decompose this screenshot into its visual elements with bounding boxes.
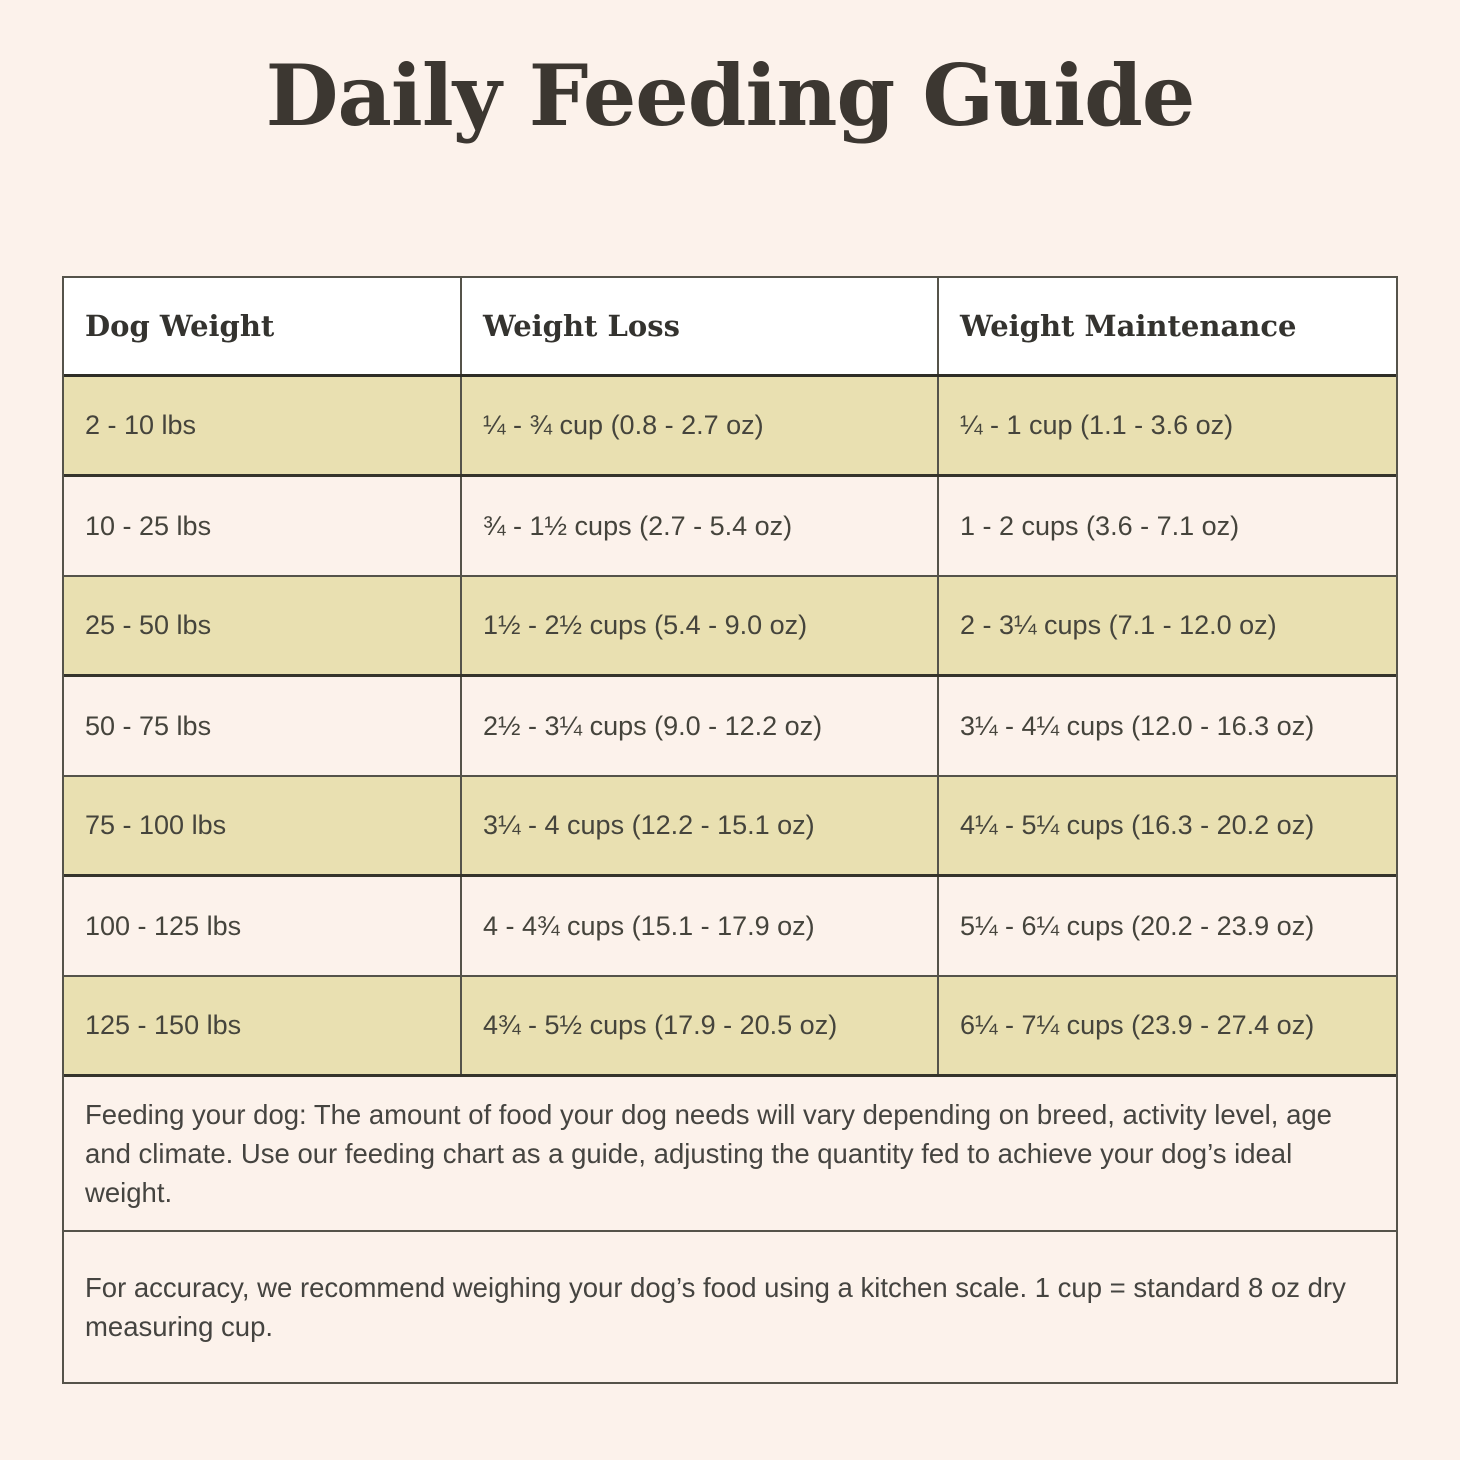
table-row: 100 - 125 lbs 4 - 4¾ cups (15.1 - 17.9 o… xyxy=(64,877,1396,977)
table-row: 25 - 50 lbs 1½ - 2½ cups (5.4 - 9.0 oz) … xyxy=(64,577,1396,677)
table-header-row: Dog Weight Weight Loss Weight Maintenanc… xyxy=(64,278,1396,377)
dog-weight-cell: 100 - 125 lbs xyxy=(64,877,462,975)
weight-loss-cell: ¾ - 1½ cups (2.7 - 5.4 oz) xyxy=(462,477,939,575)
table-row: 75 - 100 lbs 3¼ - 4 cups (12.2 - 15.1 oz… xyxy=(64,777,1396,877)
weight-loss-cell: 2½ - 3¼ cups (9.0 - 12.2 oz) xyxy=(462,677,939,775)
weight-maintenance-cell: 5¼ - 6¼ cups (20.2 - 23.9 oz) xyxy=(960,910,1315,941)
table-row: 10 - 25 lbs ¾ - 1½ cups (2.7 - 5.4 oz) 1… xyxy=(64,477,1396,577)
weight-maintenance-cell: 1 - 2 cups (3.6 - 7.1 oz) xyxy=(960,510,1240,541)
dog-weight-cell: 2 - 10 lbs xyxy=(64,377,462,474)
weight-maintenance-cell: 4¼ - 5¼ cups (16.3 - 20.2 oz) xyxy=(960,810,1315,840)
table-row: 125 - 150 lbs 4¾ - 5½ cups (17.9 - 20.5 … xyxy=(64,977,1396,1077)
weight-loss-cell: 3¼ - 4 cups (12.2 - 15.1 oz) xyxy=(462,777,939,874)
weight-maintenance-cell: ¼ - 1 cup (1.1 - 3.6 oz) xyxy=(960,410,1234,440)
accuracy-note-text: For accuracy, we recommend weighing your… xyxy=(85,1272,1346,1343)
weight-loss-cell: 4 - 4¾ cups (15.1 - 17.9 oz) xyxy=(462,877,939,975)
column-header-dog-weight: Dog Weight xyxy=(64,278,462,374)
dog-weight-cell: 25 - 50 lbs xyxy=(64,577,462,674)
weight-loss-cell: 1½ - 2½ cups (5.4 - 9.0 oz) xyxy=(462,577,939,674)
table-row: 50 - 75 lbs 2½ - 3¼ cups (9.0 - 12.2 oz)… xyxy=(64,677,1396,777)
weight-loss-cell: ¼ - ¾ cup (0.8 - 2.7 oz) xyxy=(462,377,939,474)
weight-maintenance-cell: 3¼ - 4¼ cups (12.0 - 16.3 oz) xyxy=(960,710,1315,741)
column-header-weight-loss: Weight Loss xyxy=(462,278,939,374)
dog-weight-cell: 125 - 150 lbs xyxy=(64,977,462,1074)
feeding-advice-text: Feeding your dog: The amount of food you… xyxy=(85,1099,1332,1209)
weight-maintenance-cell: 6¼ - 7¼ cups (23.9 - 27.4 oz) xyxy=(960,1010,1315,1040)
feeding-advice-note: Feeding your dog: The amount of food you… xyxy=(64,1077,1396,1233)
dog-weight-cell: 75 - 100 lbs xyxy=(64,777,462,874)
column-header-weight-maintenance: Weight Maintenance xyxy=(960,309,1297,343)
accuracy-note: For accuracy, we recommend weighing your… xyxy=(64,1232,1396,1383)
dog-weight-cell: 50 - 75 lbs xyxy=(64,677,462,775)
table-row: 2 - 10 lbs ¼ - ¾ cup (0.8 - 2.7 oz) ¼ - … xyxy=(64,377,1396,477)
feeding-guide-table: Dog Weight Weight Loss Weight Maintenanc… xyxy=(62,276,1398,1385)
weight-loss-cell: 4¾ - 5½ cups (17.9 - 20.5 oz) xyxy=(462,977,939,1074)
page-title: Daily Feeding Guide xyxy=(265,46,1196,145)
weight-maintenance-cell: 2 - 3¼ cups (7.1 - 12.0 oz) xyxy=(960,610,1277,640)
dog-weight-cell: 10 - 25 lbs xyxy=(64,477,462,575)
